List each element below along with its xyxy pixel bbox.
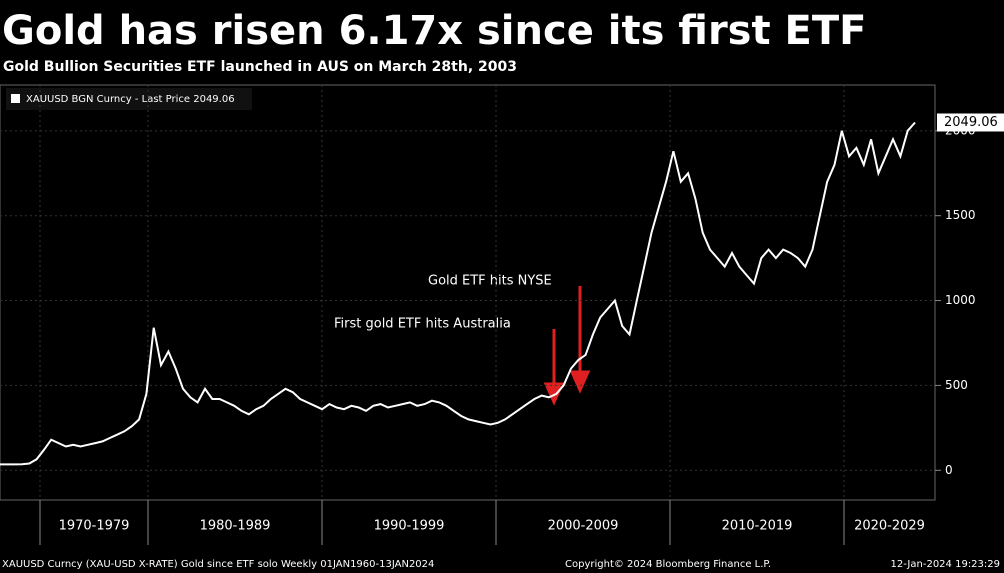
x-tick-label: 2010-2019 <box>722 519 793 534</box>
x-tick-label: 1990-1999 <box>374 519 445 534</box>
price-line <box>0 121 916 466</box>
footer-timestamp: 12-Jan-2024 19:23:29 <box>891 559 1000 570</box>
chart-title: Gold has risen 6.17x since its first ETF <box>2 8 866 54</box>
y-tick-label: 500 <box>945 378 968 392</box>
last-price-box <box>937 113 1004 132</box>
footer-copyright: Copyright© 2024 Bloomberg Finance L.P. <box>565 559 771 570</box>
chart-subtitle: Gold Bullion Securities ETF launched in … <box>3 59 517 75</box>
legend-swatch <box>11 94 20 103</box>
footer-source: XAUUSD Curncy (XAU-USD X-RATE) Gold sinc… <box>2 559 434 570</box>
x-tick-label: 2000-2009 <box>548 519 619 534</box>
y-tick-label: 1500 <box>945 208 976 222</box>
y-tick-label: 0 <box>945 463 953 477</box>
x-tick-label: 1970-1979 <box>59 519 130 534</box>
plot-frame <box>0 84 936 501</box>
legend-label: XAUUSD BGN Curncy - Last Price 2049.06 <box>26 94 235 105</box>
legend-value: 2049.06 <box>193 94 234 105</box>
x-tick-label: 2020-2029 <box>854 519 925 534</box>
last-price-label: 2049.06 <box>944 115 998 130</box>
annotation: First gold ETF hits Australia <box>334 317 511 332</box>
arrow-head <box>569 370 591 394</box>
legend <box>6 88 252 110</box>
x-tick-label: 1980-1989 <box>200 519 271 534</box>
legend-name: XAUUSD BGN Curncy - Last Price <box>26 94 190 105</box>
y-tick-label: 1000 <box>945 293 976 307</box>
annotation: Gold ETF hits NYSE <box>428 274 552 289</box>
